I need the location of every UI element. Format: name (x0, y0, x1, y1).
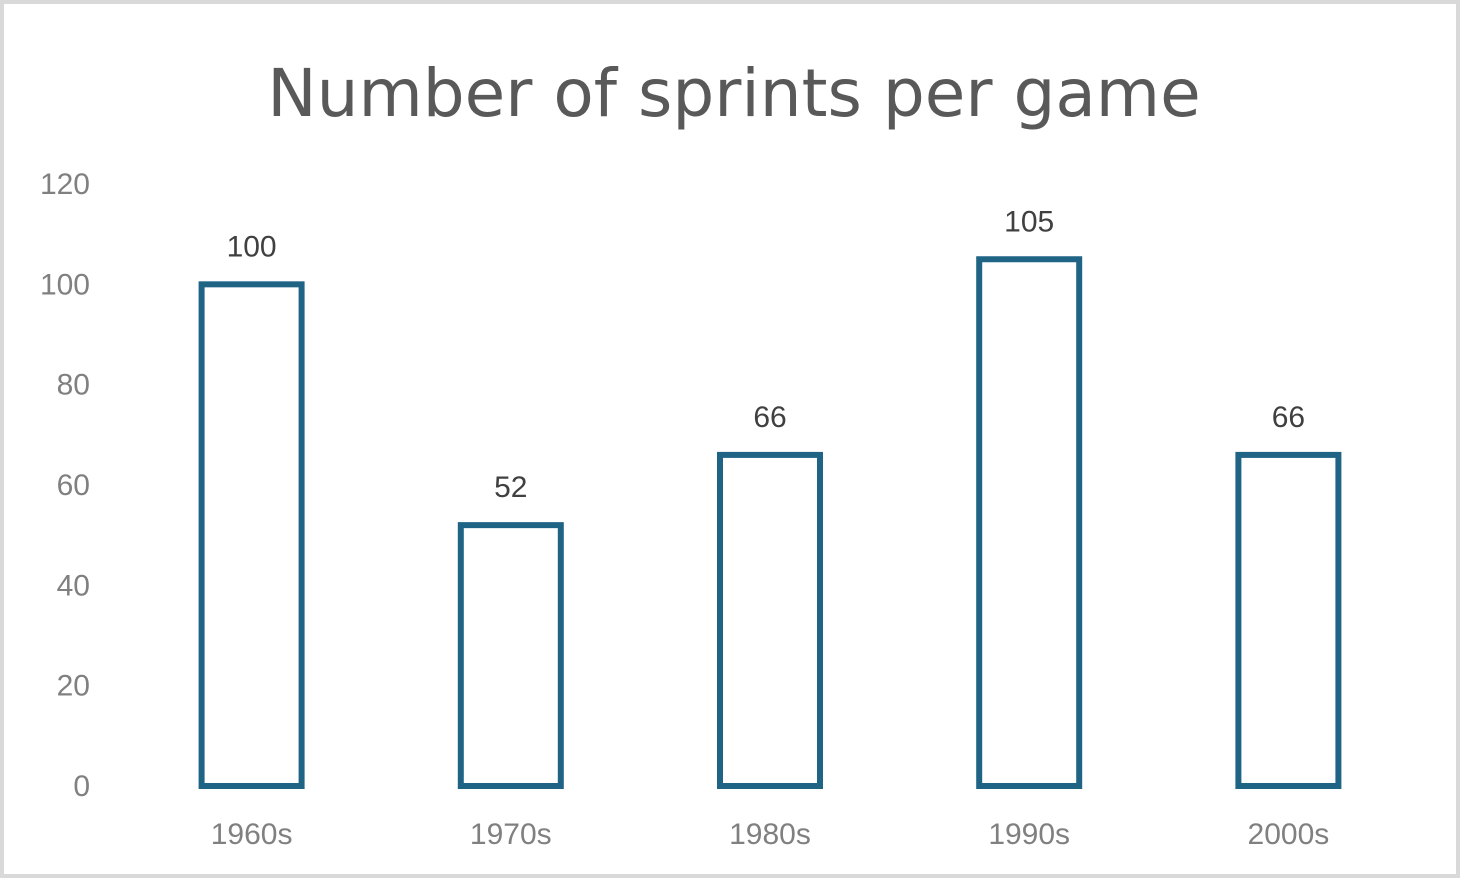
x-tick-label: 1960s (211, 818, 293, 851)
data-label-1960s: 100 (227, 230, 277, 263)
chart-title: Number of sprints per game (267, 55, 1200, 132)
data-label-1990s: 105 (1004, 205, 1054, 238)
y-tick-label: 100 (40, 268, 90, 301)
y-tick-label: 80 (57, 369, 90, 402)
data-label-1970s: 52 (494, 471, 527, 504)
bars (198, 256, 1342, 790)
x-tick-label: 2000s (1248, 818, 1330, 851)
bar-1990s (976, 256, 1083, 789)
y-tick-label: 20 (57, 670, 90, 703)
y-tick-label: 60 (57, 469, 90, 502)
x-tick-label: 1970s (470, 818, 552, 851)
bar-chart: Number of sprints per game 0204060801001… (40, 55, 1342, 851)
data-labels: 100 52 66 105 66 (227, 205, 1306, 504)
y-axis: 0 20 40 60 80 100 120 (40, 168, 90, 803)
bar-1970s (457, 522, 564, 790)
x-tick-label: 1990s (988, 818, 1070, 851)
bar-1960s (198, 281, 305, 789)
bar-2000s (1235, 451, 1342, 789)
x-tick-label: 1980s (729, 818, 811, 851)
x-axis: 1960s 1970s 1980s 1990s 2000s (211, 818, 1330, 851)
data-label-2000s: 66 (1272, 401, 1305, 434)
y-tick-label: 40 (57, 569, 90, 602)
data-label-1980s: 66 (753, 401, 786, 434)
y-tick-label: 0 (73, 770, 90, 803)
bar-1980s (717, 451, 823, 789)
y-tick-label: 120 (40, 168, 90, 201)
